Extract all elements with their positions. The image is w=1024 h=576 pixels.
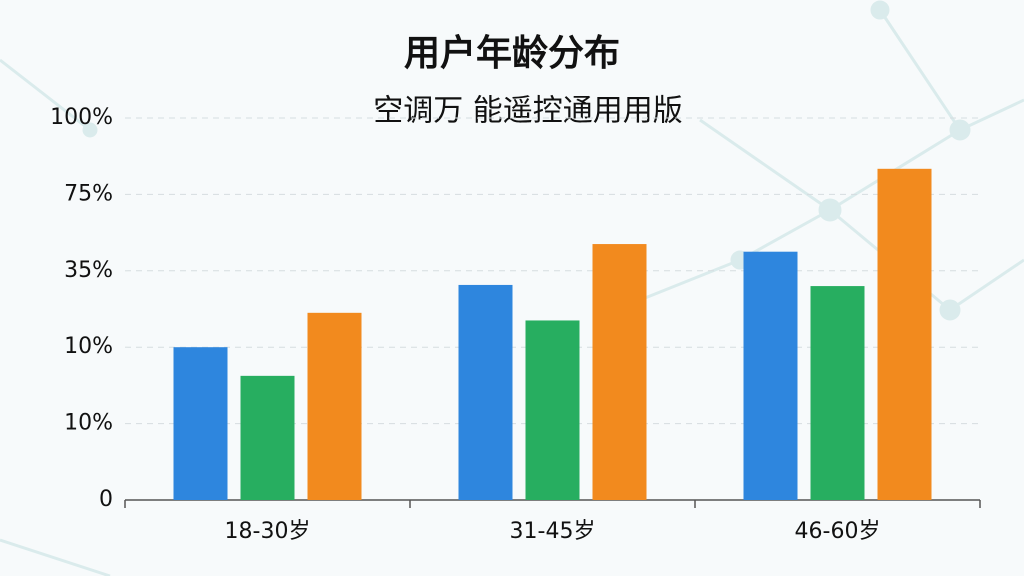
bar	[525, 320, 580, 500]
y-tick-label: 10%	[64, 334, 113, 359]
y-tick-label: 35%	[64, 258, 113, 283]
x-tick-label: 46-60岁	[795, 519, 881, 544]
bar	[173, 347, 228, 500]
bar	[592, 244, 647, 500]
bar	[810, 286, 865, 500]
y-tick-label: 75%	[64, 181, 113, 206]
bar	[458, 284, 513, 500]
bar	[877, 168, 932, 500]
bar	[743, 251, 798, 500]
y-tick-label: 10%	[64, 411, 113, 436]
chart-title: 用户年龄分布	[404, 33, 620, 74]
x-tick-label: 18-30岁	[225, 519, 311, 544]
bar	[240, 375, 295, 500]
y-tick-label: 100%	[50, 105, 113, 130]
x-tick-label: 31-45岁	[510, 519, 596, 544]
bar	[307, 312, 362, 500]
chart-subtitle: 空调万 能遥控通用用版	[373, 94, 683, 129]
y-tick-label: 0	[99, 487, 113, 512]
